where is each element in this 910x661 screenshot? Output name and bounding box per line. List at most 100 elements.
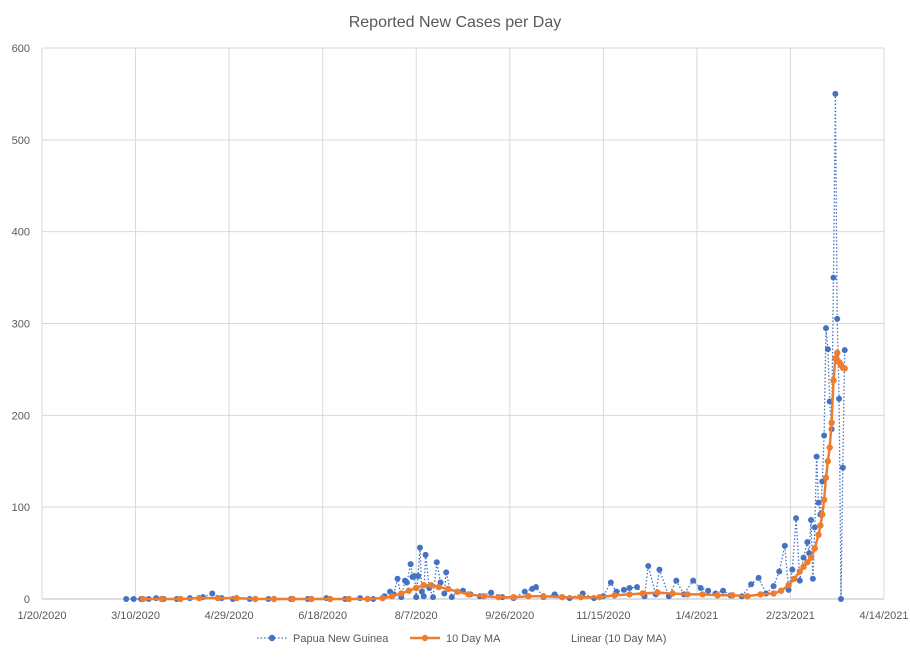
y-tick-label: 500 bbox=[12, 135, 30, 147]
ten-day-ma-point bbox=[834, 349, 841, 357]
ten-day-ma-point bbox=[639, 590, 646, 597]
papua-new-guinea-point bbox=[488, 589, 495, 596]
papua-new-guinea-point bbox=[394, 575, 401, 582]
ten-day-ma-point bbox=[465, 591, 472, 598]
papua-new-guinea-point bbox=[634, 584, 641, 591]
papua-new-guinea-point bbox=[620, 586, 627, 593]
x-axis-ticks: 1/20/2020 3/10/2020 4/29/2020 6/18/2020 8/7/… bbox=[18, 610, 909, 622]
papua-new-guinea-point bbox=[809, 575, 816, 582]
ten-day-ma-point bbox=[830, 377, 837, 384]
chart-title: Reported New Cases per Day bbox=[349, 14, 562, 31]
ten-day-ma-point bbox=[824, 458, 832, 465]
ten-day-ma-point bbox=[596, 593, 603, 601]
ten-day-ma-point bbox=[820, 496, 828, 504]
papua-new-guinea-point bbox=[720, 587, 727, 594]
papua-new-guinea-point bbox=[748, 581, 755, 588]
ten-day-ma-point bbox=[289, 595, 296, 603]
ten-day-ma-point bbox=[388, 593, 396, 600]
x-tick-label: 11/15/2020 bbox=[576, 610, 630, 622]
papua-new-guinea-point bbox=[815, 499, 822, 506]
ten-day-ma-line bbox=[143, 348, 846, 601]
ten-day-ma-point bbox=[684, 591, 691, 598]
papua-new-guinea-point bbox=[420, 593, 427, 600]
papua-new-guinea-point bbox=[789, 566, 796, 573]
legend: Papua New Guinea 10 Day MA Linear (10 Day … bbox=[257, 633, 666, 645]
ten-day-ma-point bbox=[770, 590, 777, 597]
ten-day-ma-point bbox=[819, 511, 826, 518]
ten-day-ma-point bbox=[811, 545, 818, 552]
ten-day-ma-point bbox=[558, 593, 566, 601]
papua-new-guinea-legend-marker bbox=[268, 634, 276, 642]
papua-new-guinea-point bbox=[824, 346, 831, 353]
papua-new-guinea-point bbox=[785, 586, 792, 593]
papua-new-guinea-point bbox=[626, 584, 633, 591]
x-tick-label: 1/4/2021 bbox=[675, 610, 718, 622]
papua-new-guinea-point bbox=[521, 588, 528, 595]
papua-new-guinea-point bbox=[443, 569, 450, 576]
y-tick-label: 200 bbox=[12, 410, 30, 422]
ten-day-ma-point bbox=[379, 594, 386, 602]
papua-new-guinea-point bbox=[532, 584, 539, 591]
ten-day-ma-point bbox=[420, 582, 427, 589]
papua-new-guinea-point bbox=[123, 596, 130, 602]
ten-day-ma-point bbox=[785, 582, 792, 589]
ten-day-ma-point bbox=[796, 568, 803, 575]
ten-day-ma-point bbox=[699, 591, 706, 598]
ten-day-ma-point bbox=[345, 595, 353, 603]
ten-day-ma-point bbox=[611, 592, 618, 599]
papua-new-guinea-point bbox=[413, 594, 420, 601]
ten-day-ma-point bbox=[252, 595, 259, 603]
papua-new-guinea-line bbox=[126, 93, 846, 600]
ten-day-ma-point bbox=[804, 559, 811, 566]
ten-day-ma-point bbox=[177, 595, 184, 603]
papua-new-guinea-point bbox=[800, 554, 807, 561]
papua-new-guinea-point bbox=[130, 596, 137, 602]
ten-day-ma-point bbox=[626, 591, 633, 598]
ten-day-ma-point bbox=[817, 522, 824, 529]
ten-day-ma-point bbox=[158, 595, 165, 603]
ten-day-ma-point bbox=[413, 584, 420, 592]
x-tick-label: 8/7/2020 bbox=[395, 610, 438, 622]
ten-day-ma-point bbox=[233, 594, 240, 602]
ten-day-ma-point bbox=[444, 585, 452, 593]
papua-new-guinea-point bbox=[841, 347, 848, 354]
papua-new-guinea-point bbox=[607, 579, 614, 586]
papua-new-guinea-point bbox=[430, 594, 437, 601]
papua-new-guinea-point bbox=[822, 325, 829, 332]
y-axis-ticks: 0 100 200 300 400 500 600 bbox=[12, 43, 30, 606]
papua-new-guinea-point bbox=[834, 315, 841, 322]
x-tick-label: 4/14/2021 bbox=[860, 610, 909, 622]
papua-new-guinea-point bbox=[418, 588, 425, 595]
papua-new-guinea-point bbox=[416, 544, 423, 551]
papua-new-guinea-point bbox=[645, 562, 652, 569]
ten-day-ma-point bbox=[398, 590, 405, 597]
papua-new-guinea-point bbox=[839, 464, 846, 471]
x-tick-label: 6/18/2020 bbox=[298, 610, 347, 622]
ten-day-ma-point bbox=[214, 594, 222, 602]
papua-new-guinea-point bbox=[690, 577, 697, 584]
x-tick-label: 1/20/2020 bbox=[18, 610, 67, 622]
ten-day-ma-legend-label: 10 Day MA bbox=[446, 633, 501, 645]
papua-new-guinea-point bbox=[804, 539, 811, 546]
ten-day-ma-point bbox=[777, 587, 785, 594]
ten-day-ma-point bbox=[364, 595, 371, 603]
papua-new-guinea-point bbox=[813, 453, 820, 460]
papua-new-guinea-point bbox=[673, 577, 680, 584]
papua-new-guinea-point bbox=[415, 573, 422, 580]
ten-day-ma-point bbox=[828, 419, 835, 426]
papua-new-guinea-point bbox=[407, 561, 414, 568]
papua-new-guinea-point bbox=[821, 432, 828, 439]
series-layer bbox=[123, 90, 848, 603]
papua-new-guinea-point bbox=[755, 574, 762, 581]
x-tick-label: 9/26/2020 bbox=[485, 610, 534, 622]
x-tick-label: 3/10/2020 bbox=[111, 610, 160, 622]
ten-day-ma-point bbox=[669, 590, 676, 597]
ten-day-ma-point bbox=[826, 444, 833, 451]
ten-day-ma-legend-marker bbox=[421, 634, 429, 642]
papua-new-guinea-point bbox=[796, 577, 803, 584]
papua-new-guinea-point bbox=[422, 551, 429, 558]
ten-day-ma-point bbox=[790, 575, 798, 582]
papua-new-guinea-point bbox=[832, 90, 839, 97]
